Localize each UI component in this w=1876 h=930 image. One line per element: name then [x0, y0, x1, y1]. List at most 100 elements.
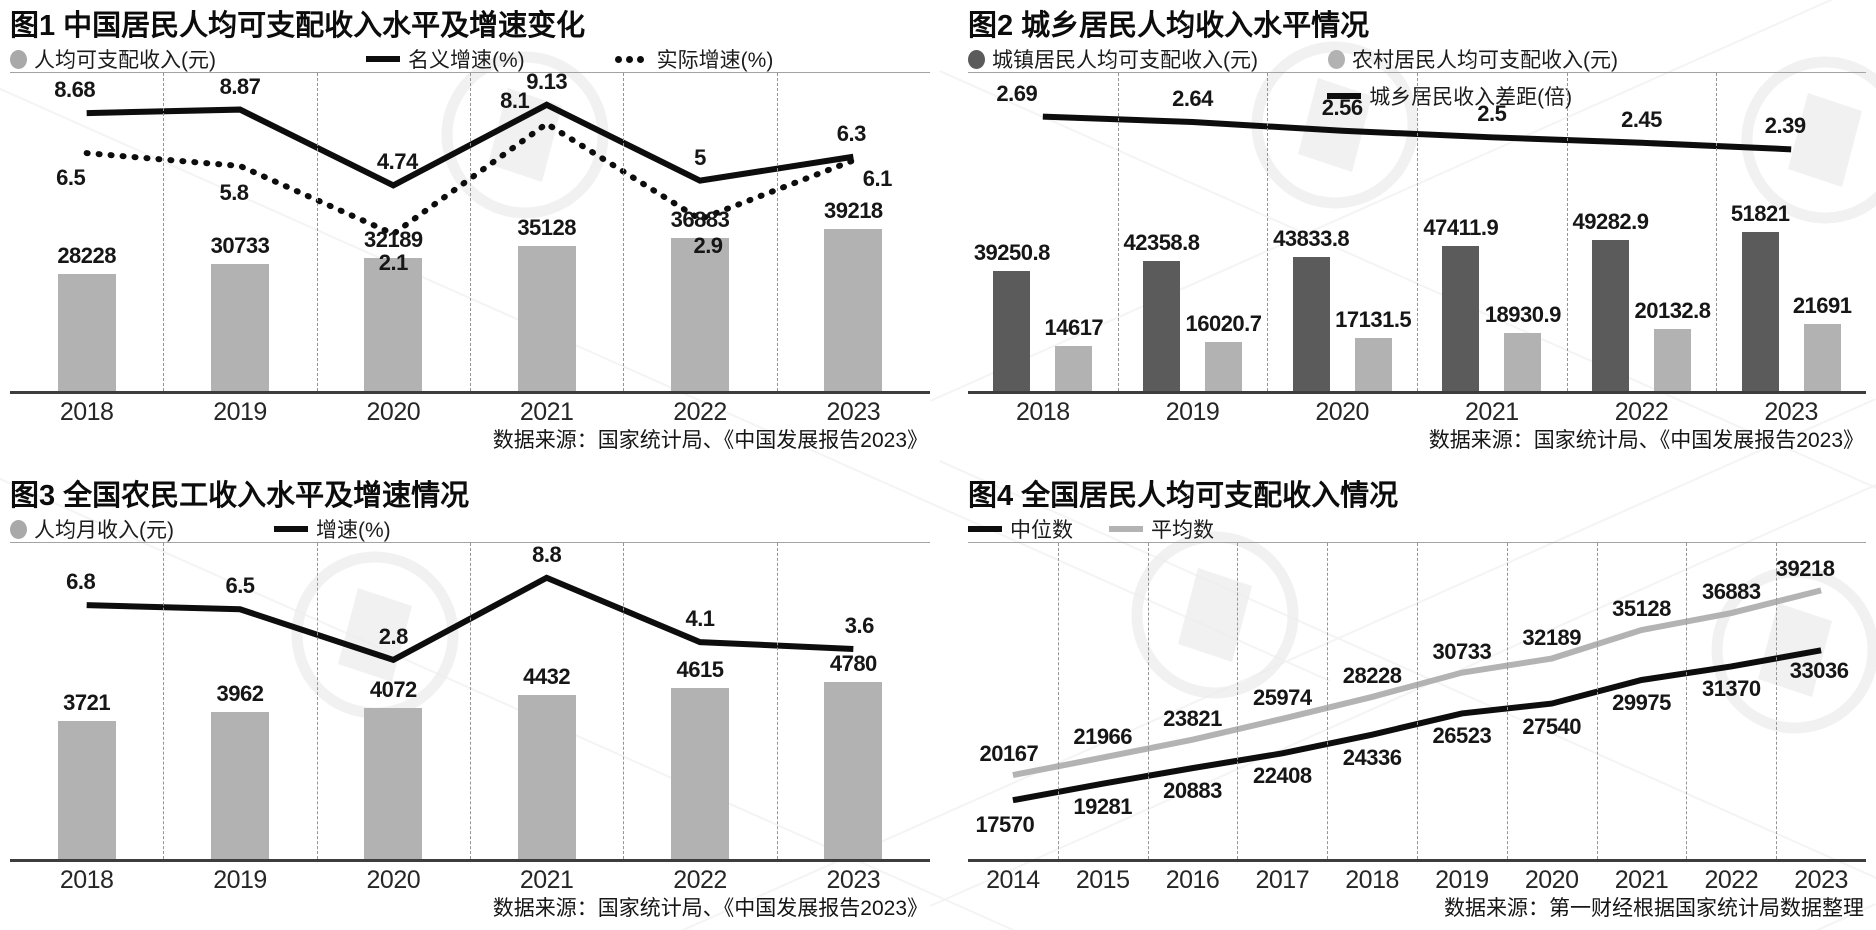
- chart-panel-fig1: 图1 中国居民人均可支配收入水平及增速变化 人均可支配收入(元) 名义增速(%) 实…: [10, 8, 930, 456]
- bar-value-label: 36883: [670, 207, 730, 233]
- line-value-label: 25974: [1252, 684, 1312, 710]
- bar-value-label: 42358.8: [1123, 230, 1200, 256]
- legend-item: 实际增速(%): [614, 44, 773, 74]
- gridline: [1117, 73, 1119, 391]
- legend-label: 人均可支配收入(元): [34, 49, 216, 72]
- bar: [211, 712, 269, 859]
- legend-label: 名义增速(%): [408, 49, 525, 72]
- legend-item: 平均数: [1109, 514, 1214, 544]
- line-value-label: 36883: [1701, 579, 1761, 605]
- legend-item: 农村居民人均可支配收入(元): [1328, 44, 1618, 74]
- legend-item: 人均可支配收入(元): [10, 44, 216, 74]
- line-value-label: 31370: [1701, 676, 1761, 702]
- line-value-label: 2.8: [378, 623, 409, 649]
- x-axis-label: 2016: [1165, 866, 1220, 894]
- line-value-label: 32189: [1522, 624, 1582, 650]
- chart-title: 图3 全国农民工收入水平及增速情况: [10, 480, 470, 512]
- bar: [1205, 341, 1242, 391]
- chart-legend: 中位数 平均数: [968, 516, 1866, 542]
- line-value-label: 6.5: [225, 573, 255, 599]
- x-axis: 2018 2019 2020 2021 2022 2023: [968, 394, 1866, 428]
- bar-value-label: 39218: [823, 197, 883, 223]
- bar: [364, 257, 423, 391]
- gridline: [1566, 73, 1568, 391]
- x-axis-label: 2022: [1704, 866, 1759, 894]
- line-value-label: 2.1: [378, 249, 409, 275]
- line-value-label: 20883: [1163, 778, 1222, 804]
- chart-legend: 人均可支配收入(元) 名义增速(%) 实际增速(%): [10, 46, 930, 72]
- x-axis-label: 2021: [519, 866, 574, 894]
- x-axis-label: 2022: [1614, 398, 1669, 426]
- x-axis-label: 2021: [1614, 866, 1669, 894]
- line-value-label: 2.9: [693, 233, 723, 259]
- gridline: [1327, 543, 1329, 859]
- line-value-label: 3.6: [844, 612, 875, 638]
- legend-item: 人均月收入(元): [10, 514, 174, 544]
- legend-item: 中位数: [968, 514, 1073, 544]
- bar-value-label: 18930.9: [1484, 301, 1562, 327]
- legend-item: 增速(%): [274, 514, 391, 544]
- bar: [993, 270, 1031, 391]
- line-value-label: 22408: [1252, 763, 1312, 789]
- line-series: [1042, 113, 1792, 153]
- line-value-label: 24336: [1342, 744, 1402, 770]
- bar: [517, 694, 576, 859]
- line-value-label: 21966: [1073, 723, 1133, 749]
- x-axis-label: 2019: [213, 398, 267, 426]
- plot-area: 3721 3962 4072 4432 4615 4780 6.8 6.5 2.8 8.8 4.1 3…: [10, 542, 930, 862]
- line-value-label: 39218: [1775, 556, 1835, 582]
- line-value-label: 6.1: [862, 166, 893, 192]
- source-note: 数据来源：国家统计局、《中国发展报告2023》: [492, 429, 928, 452]
- line-value-label: 5: [694, 144, 706, 170]
- bar-value-label: 20132.8: [1634, 298, 1711, 324]
- line-value-label: 33036: [1789, 658, 1849, 684]
- legend-dot-icon: [10, 519, 27, 539]
- legend-dot-icon: [10, 49, 27, 69]
- x-axis-label: 2020: [366, 866, 421, 894]
- legend-label: 中位数: [1010, 519, 1073, 542]
- bar-value-label: 14617: [1044, 315, 1104, 341]
- line-value-label: 35128: [1612, 596, 1671, 622]
- gridline: [623, 543, 625, 859]
- x-axis-label: 2021: [1465, 398, 1519, 426]
- bar-value-label: 43833.8: [1273, 225, 1350, 251]
- legend-label: 增速(%): [316, 519, 391, 542]
- gridline: [316, 73, 318, 391]
- line-value-label: 2.56: [1321, 94, 1363, 120]
- bar: [1292, 256, 1330, 391]
- chart-panel-fig2: 图2 城乡居民人均收入水平情况 城镇居民人均可支配收入(元) 农村居民人均可支配收…: [968, 8, 1866, 456]
- bar: [517, 245, 576, 391]
- gridline: [316, 543, 318, 859]
- x-axis-label: 2019: [1435, 866, 1489, 894]
- line-series-layer: [1042, 113, 1792, 153]
- chart-title: 图2 城乡居民人均收入水平情况: [968, 10, 1370, 42]
- bar: [824, 228, 883, 391]
- bar-value-label: 30733: [210, 232, 270, 258]
- bar-value-label: 4072: [369, 677, 417, 703]
- bar: [1654, 329, 1691, 391]
- x-axis-label: 2018: [59, 866, 114, 894]
- plot-area: 28228 30733 32189 35128 36883 39218 8.68 8.87 4.…: [10, 69, 930, 394]
- legend-label: 人均月收入(元): [34, 519, 174, 542]
- line-value-label: 2.69: [996, 80, 1038, 106]
- bar-value-label: 39250.8: [973, 239, 1051, 265]
- dashed-line-series: [83, 120, 857, 238]
- x-axis-label: 2023: [1764, 398, 1818, 426]
- x-axis-label: 2020: [1315, 398, 1369, 426]
- gridline: [1267, 73, 1269, 391]
- x-axis-label: 2018: [59, 398, 114, 426]
- gridline: [470, 73, 471, 391]
- line-value-label: 2.5: [1477, 101, 1507, 127]
- bar: [57, 721, 116, 859]
- bar-value-label: 3962: [216, 681, 264, 707]
- x-axis-label: 2019: [1165, 398, 1220, 426]
- bar: [1143, 261, 1180, 391]
- line-value-label: 23821: [1163, 705, 1222, 731]
- gridline: [470, 543, 471, 859]
- chart-panel-fig4: 图4 全国居民人均可支配收入情况 中位数 平均数 20167 21966 23821 2…: [968, 478, 1866, 924]
- bar-value-label: 47411.9: [1423, 214, 1499, 240]
- bar-value-label: 51821: [1730, 201, 1790, 226]
- legend-dotted-line-icon: [614, 55, 648, 63]
- x-axis: 2014 2015 2016 2017 2018 2019 2020 2021 2022 2023: [968, 862, 1866, 896]
